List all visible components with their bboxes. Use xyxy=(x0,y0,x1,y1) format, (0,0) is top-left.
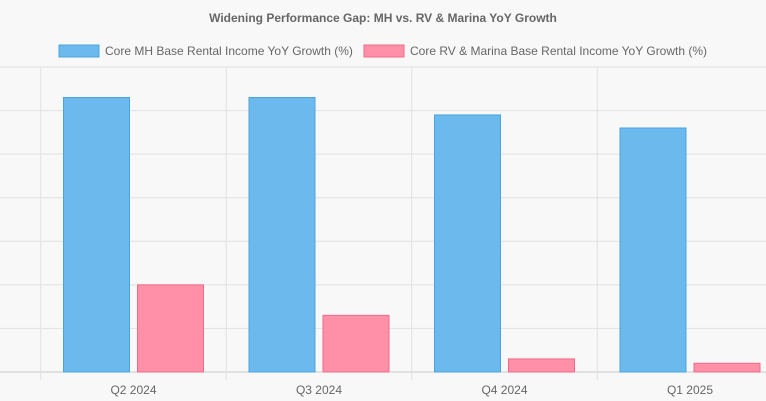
legend-item-rv-marina[interactable]: Core RV & Marina Base Rental Income YoY … xyxy=(363,44,707,58)
legend-swatch-rv-marina xyxy=(363,44,405,58)
legend-label-rv-marina: Core RV & Marina Base Rental Income YoY … xyxy=(410,44,707,58)
x-tick-label: Q2 2024 xyxy=(110,383,156,397)
bar-mh-0[interactable] xyxy=(63,97,130,373)
bar-mh-1[interactable] xyxy=(248,97,316,373)
bar-rv-marina-3[interactable] xyxy=(693,362,761,373)
bar-mh-2[interactable] xyxy=(434,114,501,373)
bar-rv-marina-1[interactable] xyxy=(322,314,390,373)
legend-swatch-mh xyxy=(58,44,100,58)
bars xyxy=(63,97,761,373)
legend: Core MH Base Rental Income YoY Growth (%… xyxy=(58,44,707,58)
legend-label-mh: Core MH Base Rental Income YoY Growth (%… xyxy=(105,44,353,58)
x-tick-label: Q3 2024 xyxy=(296,383,342,397)
bar-rv-marina-0[interactable] xyxy=(137,284,204,373)
legend-item-mh[interactable]: Core MH Base Rental Income YoY Growth (%… xyxy=(58,44,353,58)
x-tick-label: Q1 2025 xyxy=(667,383,713,397)
x-tick-label: Q4 2024 xyxy=(481,383,527,397)
bar-mh-3[interactable] xyxy=(619,127,687,373)
bar-rv-marina-2[interactable] xyxy=(508,358,575,373)
chart-title: Widening Performance Gap: MH vs. RV & Ma… xyxy=(209,11,557,25)
